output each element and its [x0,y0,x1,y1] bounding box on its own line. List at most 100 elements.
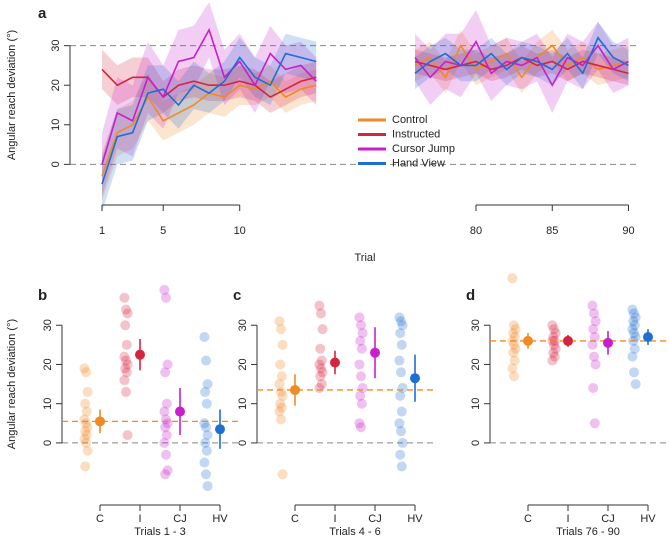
data-point [396,316,406,327]
data-point [356,398,367,409]
mean-point [643,332,653,342]
data-point [397,320,408,331]
data-point [80,461,91,472]
y-tick-label: 0 [470,440,482,446]
data-point [202,430,213,441]
x-tick-label: 5 [160,225,166,237]
panel-label: b [38,287,47,304]
data-point [548,332,559,342]
mean-point [290,384,300,395]
data-point [629,308,639,319]
data-point [81,406,92,417]
x-tick-label: I [566,513,569,525]
data-point [629,328,639,339]
series-line [414,44,629,79]
y-tick-label: 20 [237,358,249,370]
data-point [161,430,172,441]
data-point [162,465,173,476]
data-point [628,316,639,327]
data-point [508,347,519,358]
data-point [355,335,366,346]
x-tick-label: I [333,513,336,525]
data-point [627,324,638,335]
data-point [275,398,286,409]
data-point [315,371,326,382]
data-point [201,422,211,433]
data-point [547,320,558,331]
legend-label: Control [392,114,427,126]
data-point [277,339,288,350]
data-point [510,343,521,354]
x-tick-label: 1 [99,225,105,237]
ci-band [102,49,317,113]
y-tick-label: 30 [42,319,54,331]
data-point [316,308,326,319]
series-line [414,40,629,87]
x-axis-label: Trials 76 - 90 [556,526,620,538]
data-point [275,359,286,370]
data-point [274,406,285,417]
data-point [160,469,171,480]
data-point [122,430,133,441]
data-point [161,449,171,460]
data-point [356,371,366,382]
data-point [588,324,599,335]
x-tick-label: HV [212,513,228,525]
data-point [394,355,405,366]
data-point [394,418,405,429]
data-point [82,422,93,433]
data-point [629,320,640,331]
data-point [159,437,170,448]
data-point [548,347,559,358]
data-point [587,339,598,350]
data-point [316,363,326,374]
legend-label: Instructed [392,128,440,140]
data-point [589,351,599,362]
data-point [357,328,368,339]
data-point [396,461,407,472]
data-point [81,437,91,448]
mean-point [330,357,340,368]
data-point [395,328,406,339]
data-point [121,339,132,350]
y-tick-label: 10 [42,398,54,410]
data-point [589,308,599,319]
data-point [316,355,327,366]
data-point [394,312,405,323]
data-point [276,414,286,425]
data-point [161,398,172,409]
data-point [356,422,366,433]
y-tick-label: 0 [42,440,54,446]
mean-point [410,373,420,384]
data-point [630,379,641,390]
data-point [162,359,173,370]
data-point [587,300,598,311]
data-point [629,367,639,378]
ci-band [102,2,317,197]
x-tick-label: C [524,513,532,525]
x-tick-label: 80 [470,225,482,237]
x-axis-label: Trials 4 - 6 [329,526,381,538]
mean-point [95,416,105,427]
ci-band [415,29,629,94]
data-point [276,324,286,335]
legend-label: Hand View [392,157,445,169]
y-tick-label: 30 [50,40,62,52]
x-tick-label: 10 [234,225,246,237]
legend-label: Cursor Jump [392,143,455,155]
data-point [549,339,559,350]
data-point [589,418,600,429]
x-axis-label: Trial [355,252,376,264]
data-point [396,426,406,437]
panel-label: c [233,287,241,304]
x-tick-label: HV [640,513,656,525]
data-point [508,328,519,339]
data-point [121,386,131,397]
x-tick-label: HV [407,513,423,525]
mean-point [135,349,145,360]
data-point [161,292,171,303]
data-point [119,292,130,303]
data-point [550,343,561,354]
ci-band [102,33,317,212]
